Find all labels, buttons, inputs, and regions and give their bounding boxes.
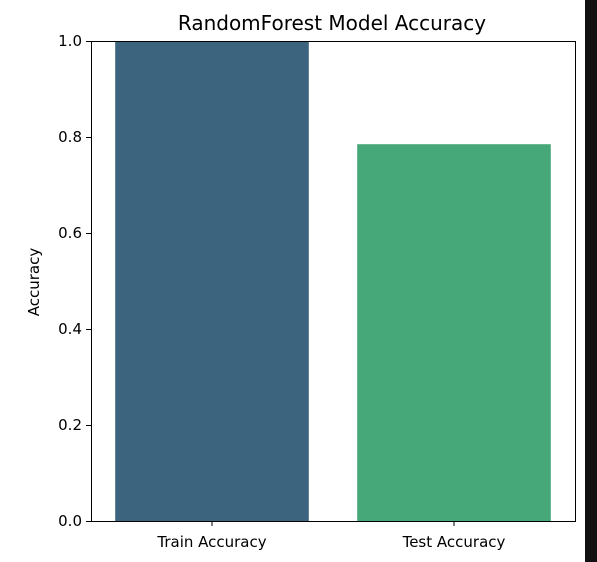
plot-frame — [91, 41, 576, 522]
x-tick-label: Train Accuracy — [156, 533, 266, 551]
chart-figure: RandomForest Model Accuracy Accuracy 0.0… — [0, 0, 585, 562]
x-tick-label: Test Accuracy — [402, 533, 506, 551]
bars-group — [115, 41, 551, 521]
chart-title: RandomForest Model Accuracy — [178, 11, 486, 35]
y-axis-label: Accuracy — [25, 248, 43, 317]
y-tick-label: 0.4 — [58, 320, 82, 338]
y-tick-label: 0.8 — [58, 128, 82, 146]
y-tick-label: 0.2 — [58, 416, 82, 434]
bar-train-accuracy — [115, 41, 309, 521]
y-tick-label: 0.6 — [58, 224, 82, 242]
y-tick-label: 0.0 — [58, 512, 82, 530]
y-ticks-group: 0.0 0.2 0.4 0.6 0.8 1.0 — [58, 32, 91, 530]
x-ticks-group: Train Accuracy Test Accuracy — [156, 521, 506, 551]
bar-chart: RandomForest Model Accuracy Accuracy 0.0… — [25, 11, 576, 551]
y-tick-label: 1.0 — [58, 32, 82, 50]
bar-test-accuracy — [357, 144, 551, 521]
